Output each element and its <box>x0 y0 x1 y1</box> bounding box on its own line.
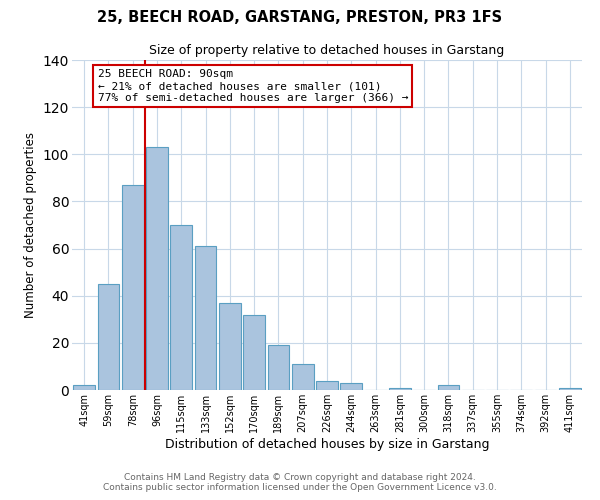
Y-axis label: Number of detached properties: Number of detached properties <box>24 132 37 318</box>
Bar <box>219 303 241 390</box>
Bar <box>268 345 289 390</box>
Bar <box>559 388 581 390</box>
Bar <box>243 314 265 390</box>
Bar <box>170 225 192 390</box>
Bar <box>73 386 95 390</box>
Bar <box>437 386 460 390</box>
Bar <box>316 380 338 390</box>
Text: 25 BEECH ROAD: 90sqm
← 21% of detached houses are smaller (101)
77% of semi-deta: 25 BEECH ROAD: 90sqm ← 21% of detached h… <box>97 70 408 102</box>
X-axis label: Distribution of detached houses by size in Garstang: Distribution of detached houses by size … <box>165 438 489 450</box>
Text: Contains HM Land Registry data © Crown copyright and database right 2024.
Contai: Contains HM Land Registry data © Crown c… <box>103 473 497 492</box>
Bar <box>194 246 217 390</box>
Bar <box>122 185 143 390</box>
Bar <box>97 284 119 390</box>
Bar <box>340 383 362 390</box>
Bar <box>146 147 168 390</box>
Title: Size of property relative to detached houses in Garstang: Size of property relative to detached ho… <box>149 44 505 58</box>
Text: 25, BEECH ROAD, GARSTANG, PRESTON, PR3 1FS: 25, BEECH ROAD, GARSTANG, PRESTON, PR3 1… <box>97 10 503 25</box>
Bar <box>389 388 411 390</box>
Bar <box>292 364 314 390</box>
